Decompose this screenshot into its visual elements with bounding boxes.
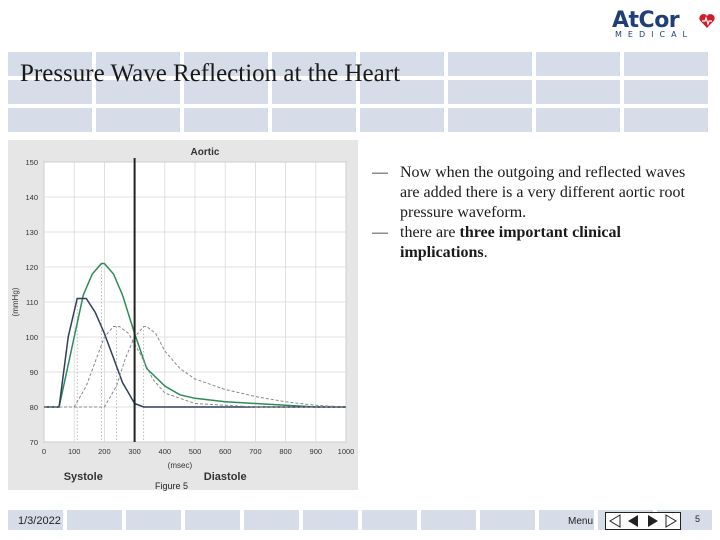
header-tile — [448, 52, 532, 76]
header-tile — [360, 52, 444, 76]
footer-tile — [185, 510, 240, 530]
y-tick-label: 80 — [30, 403, 38, 412]
x-tick-label: 0 — [42, 447, 46, 456]
y-tick-label: 90 — [30, 368, 38, 377]
header-tile — [184, 52, 268, 76]
y-tick-label: 140 — [25, 193, 38, 202]
footer-tile — [362, 510, 417, 530]
x-axis-label: (msec) — [168, 461, 193, 470]
header-tile — [536, 108, 620, 132]
header-tile-background — [8, 52, 712, 136]
header-tile — [184, 108, 268, 132]
header-tile — [448, 108, 532, 132]
y-tick-label: 120 — [25, 263, 38, 272]
series-line — [44, 326, 346, 408]
header-tile — [624, 52, 708, 76]
x-tick-label: 200 — [98, 447, 111, 456]
x-tick-label: 700 — [249, 447, 262, 456]
bullet-list: — Now when the outgoing and reflected wa… — [372, 163, 702, 263]
menu-link[interactable]: Menu — [568, 516, 594, 527]
footer-tile — [8, 510, 63, 530]
company-logo: AtCor MEDICAL — [612, 8, 715, 42]
series-line — [44, 326, 347, 408]
diastole-label: Diastole — [204, 471, 247, 483]
header-tile — [8, 80, 92, 104]
footer-tile — [539, 510, 594, 530]
y-tick-label: 110 — [26, 298, 38, 307]
y-tick-label: 150 — [25, 158, 38, 167]
y-tick-label: 100 — [25, 333, 38, 342]
x-tick-label: 100 — [68, 447, 81, 456]
header-tile — [272, 52, 356, 76]
header-tile — [96, 52, 180, 76]
x-tick-label: 400 — [159, 447, 172, 456]
slide-title: Pressure Wave Reflection at the Heart — [20, 60, 401, 87]
bullet-item: — Now when the outgoing and reflected wa… — [372, 163, 702, 223]
header-tile — [536, 80, 620, 104]
header-tile — [360, 108, 444, 132]
x-tick-label: 800 — [279, 447, 292, 456]
header-tile — [8, 108, 92, 132]
page-number: 5 — [695, 514, 701, 524]
bullet-dash: — — [372, 224, 388, 241]
footer-tile — [421, 510, 476, 530]
footer-tile — [480, 510, 535, 530]
bullet-bold-text: three important clinical implications — [400, 224, 621, 261]
header-tile — [624, 108, 708, 132]
y-axis-label: (mmHg) — [11, 287, 20, 316]
x-tick-label: 900 — [310, 447, 323, 456]
bullet-text: there are — [400, 224, 460, 241]
x-tick-label: 1000 — [338, 447, 355, 456]
header-tile — [96, 80, 180, 104]
slide-date: 1/3/2022 — [18, 515, 61, 527]
x-tick-label: 300 — [128, 447, 141, 456]
header-tile — [272, 80, 356, 104]
figure-label: Figure 5 — [155, 481, 189, 491]
last-slide-icon[interactable] — [662, 513, 680, 529]
y-tick-label: 70 — [30, 438, 38, 447]
y-tick-label: 130 — [25, 228, 38, 237]
logo-subtext: MEDICAL — [615, 30, 693, 39]
bullet-item: — there are three important clinical imp… — [372, 223, 702, 263]
x-tick-label: 600 — [219, 447, 232, 456]
series-line — [44, 297, 346, 408]
footer-tile — [67, 510, 122, 530]
logo-text: AtCor — [612, 8, 680, 33]
bullet-text-end: . — [483, 244, 488, 261]
header-tile — [360, 80, 444, 104]
chart-title: Aortic — [191, 147, 220, 158]
footer-tile — [303, 510, 358, 530]
bullet-text: Now when the outgoing and reflected wave… — [400, 164, 686, 221]
previous-slide-icon[interactable] — [624, 513, 642, 529]
header-tile — [536, 52, 620, 76]
header-tile — [272, 108, 356, 132]
x-tick-label: 500 — [189, 447, 202, 456]
header-tile — [448, 80, 532, 104]
systole-label: Systole — [64, 471, 103, 483]
slide-navigation — [605, 512, 681, 530]
chart-canvas: 0 100 200 300 400 500 600 700 800 900 1000 70 80 90 10… — [11, 147, 355, 483]
next-slide-icon[interactable] — [644, 513, 662, 529]
header-tile — [8, 52, 92, 76]
header-tile — [96, 108, 180, 132]
aortic-pressure-chart: 0 100 200 300 400 500 600 700 800 900 1000 70 80 90 10… — [8, 140, 358, 490]
bullet-dash: — — [372, 164, 388, 181]
footer-tile — [126, 510, 181, 530]
header-tile — [184, 80, 268, 104]
footer-tile — [244, 510, 299, 530]
header-tile — [624, 80, 708, 104]
first-slide-icon[interactable] — [606, 513, 624, 529]
heart-icon — [699, 14, 715, 28]
